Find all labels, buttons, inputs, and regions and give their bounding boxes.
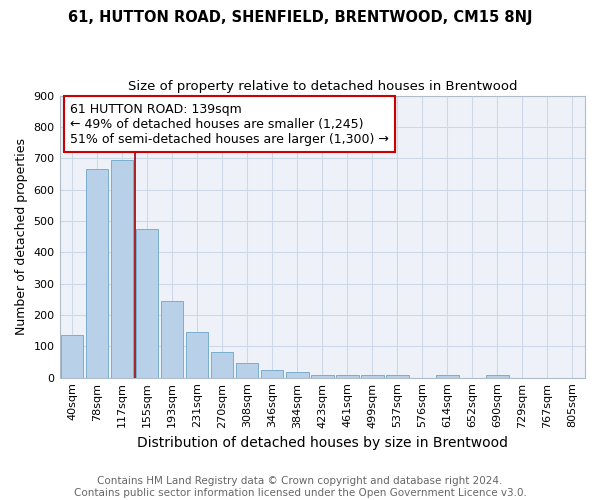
Text: 61, HUTTON ROAD, SHENFIELD, BRENTWOOD, CM15 8NJ: 61, HUTTON ROAD, SHENFIELD, BRENTWOOD, C… — [68, 10, 532, 25]
Y-axis label: Number of detached properties: Number of detached properties — [15, 138, 28, 335]
Bar — [161, 301, 184, 378]
Bar — [61, 336, 83, 378]
Bar — [286, 372, 308, 378]
Bar — [336, 375, 359, 378]
Text: 61 HUTTON ROAD: 139sqm
← 49% of detached houses are smaller (1,245)
51% of semi-: 61 HUTTON ROAD: 139sqm ← 49% of detached… — [70, 102, 389, 146]
Title: Size of property relative to detached houses in Brentwood: Size of property relative to detached ho… — [128, 80, 517, 93]
Bar — [386, 376, 409, 378]
Bar — [186, 332, 208, 378]
Bar — [111, 160, 133, 378]
X-axis label: Distribution of detached houses by size in Brentwood: Distribution of detached houses by size … — [137, 436, 508, 450]
Bar — [136, 229, 158, 378]
Text: Contains HM Land Registry data © Crown copyright and database right 2024.
Contai: Contains HM Land Registry data © Crown c… — [74, 476, 526, 498]
Bar — [211, 352, 233, 378]
Bar — [361, 375, 383, 378]
Bar — [261, 370, 283, 378]
Bar — [436, 375, 458, 378]
Bar — [311, 374, 334, 378]
Bar — [86, 169, 109, 378]
Bar — [486, 375, 509, 378]
Bar — [236, 362, 259, 378]
